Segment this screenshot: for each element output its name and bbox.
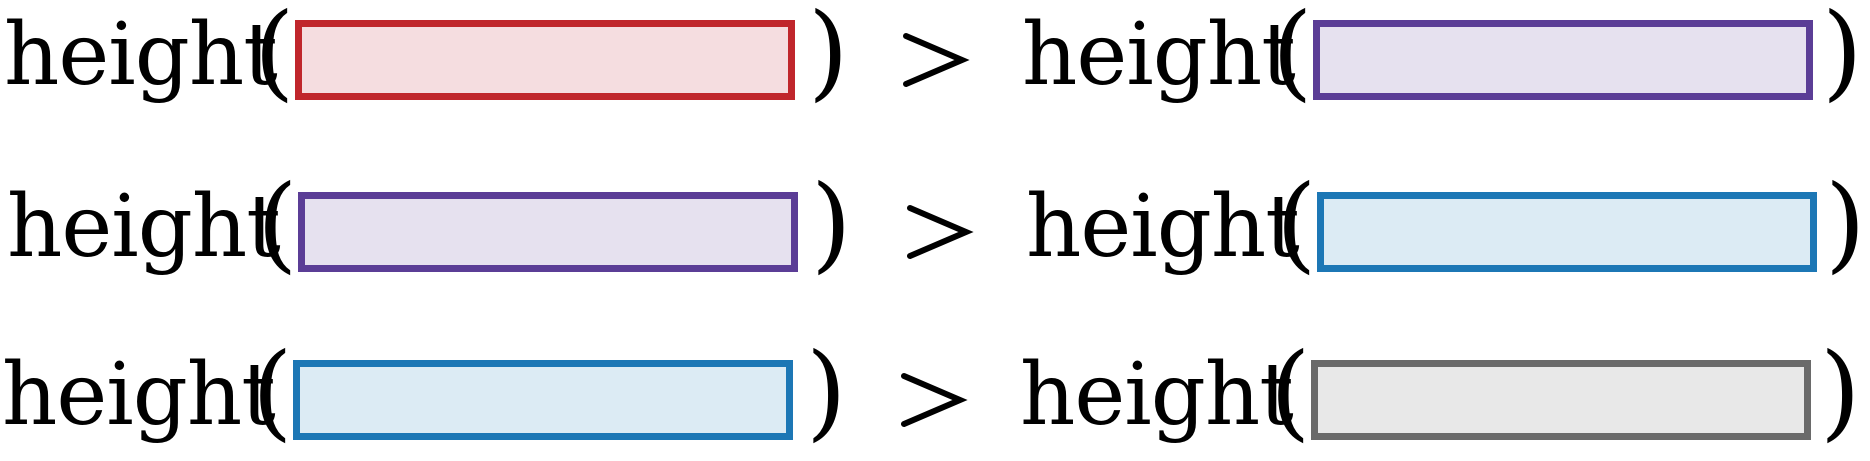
close-paren: ) <box>1820 330 1861 452</box>
function-label: height <box>1020 345 1294 445</box>
right-box-purple <box>1313 20 1813 100</box>
inequality-row-3: height ( ) height ( ) <box>0 336 1870 450</box>
greater-than-symbol <box>907 205 974 259</box>
function-label: height <box>4 5 278 105</box>
open-paren: ( <box>254 0 295 112</box>
open-paren: ( <box>1276 162 1317 284</box>
open-paren: ( <box>252 330 293 452</box>
function-label: height <box>2 345 276 445</box>
greater-than-symbol <box>903 33 970 87</box>
right-box-blue <box>1317 192 1817 272</box>
greater-than-symbol <box>901 373 968 427</box>
close-paren: ) <box>806 330 847 452</box>
close-paren: ) <box>811 162 852 284</box>
function-label: height <box>1026 177 1300 277</box>
close-paren: ) <box>1822 0 1863 112</box>
function-label: height <box>1022 5 1296 105</box>
left-box-purple <box>298 192 798 272</box>
close-paren: ) <box>808 0 849 112</box>
open-paren: ( <box>257 162 298 284</box>
open-paren: ( <box>1270 330 1311 452</box>
inequality-row-2: height ( ) height ( ) <box>0 168 1870 282</box>
function-label: height <box>7 177 281 277</box>
inequality-row-1: height ( ) height ( ) <box>0 0 1870 110</box>
open-paren: ( <box>1272 0 1313 112</box>
right-box-gray <box>1311 360 1811 440</box>
left-box-blue <box>293 360 793 440</box>
close-paren: ) <box>1825 162 1866 284</box>
left-box-red <box>295 20 795 100</box>
